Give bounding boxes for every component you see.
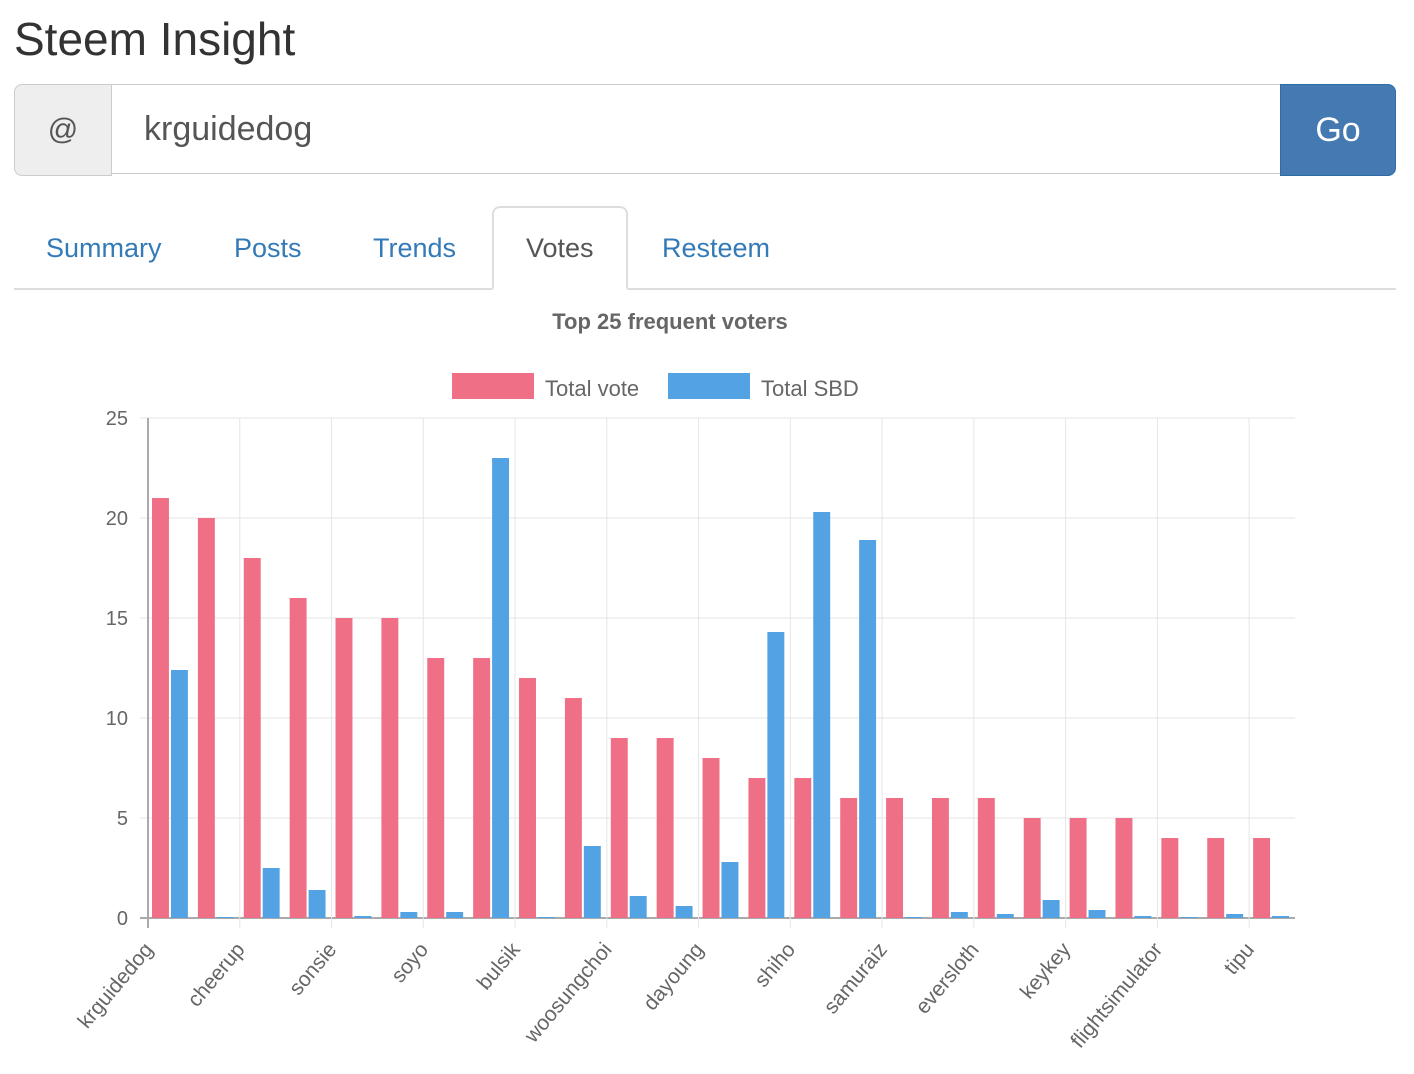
y-tick-label: 25 (106, 408, 128, 430)
bar-total-sbd[interactable] (950, 912, 968, 918)
bar-total-sbd[interactable] (446, 912, 464, 918)
y-tick-label: 5 (117, 808, 128, 830)
tab-summary[interactable]: Summary (46, 232, 162, 263)
bar-total-vote[interactable] (1115, 818, 1133, 918)
x-tick-label: flightsimulator (1066, 938, 1167, 1052)
at-prefix: @ (14, 84, 112, 176)
bar-total-sbd[interactable] (170, 670, 188, 918)
bar-total-sbd[interactable] (400, 912, 418, 918)
bar-total-vote[interactable] (977, 798, 995, 918)
bar-total-sbd[interactable] (905, 917, 922, 918)
account-search: @ krguidedog Go (14, 84, 1396, 176)
bar-total-sbd[interactable] (1272, 916, 1289, 918)
tab-resteem[interactable]: Resteem (662, 232, 771, 263)
legend-swatch-total-sbd (668, 373, 750, 399)
bar-total-vote[interactable] (840, 798, 858, 918)
bar-total-vote[interactable] (656, 738, 674, 918)
bar-total-sbd[interactable] (492, 458, 510, 918)
bar-total-vote[interactable] (886, 798, 904, 918)
bar-total-sbd[interactable] (262, 868, 280, 918)
x-tick-label: cheerup (183, 938, 249, 1011)
bar-total-sbd[interactable] (721, 862, 739, 918)
bar-total-vote[interactable] (748, 778, 766, 918)
bar-total-sbd[interactable] (354, 916, 372, 918)
bar-total-sbd[interactable] (308, 890, 326, 918)
legend-label-total-vote[interactable]: Total vote (545, 376, 639, 401)
bar-total-sbd[interactable] (767, 632, 785, 918)
bar-total-vote[interactable] (381, 618, 399, 918)
bar-total-sbd[interactable] (1226, 914, 1244, 918)
y-tick-label: 0 (117, 908, 128, 930)
tab-trends[interactable]: Trends (373, 232, 457, 263)
x-tick-label: dayoung (639, 938, 708, 1015)
x-tick-label: soyo (387, 938, 433, 987)
bar-total-sbd[interactable] (675, 906, 693, 918)
x-tick-label: eversloth (911, 938, 983, 1018)
tab-bar: Summary Posts Trends Votes Resteem (14, 206, 1396, 290)
legend-swatch-total-vote (452, 373, 534, 399)
go-button[interactable]: Go (1280, 84, 1396, 176)
bar-total-vote[interactable] (1207, 838, 1225, 918)
y-tick-label: 15 (106, 608, 128, 630)
bar-total-sbd[interactable] (629, 896, 647, 918)
bar-total-vote[interactable] (1161, 838, 1179, 918)
x-tick-label: tipu (1220, 938, 1259, 979)
bar-total-vote[interactable] (931, 798, 949, 918)
bar-total-vote[interactable] (519, 678, 536, 918)
bar-total-sbd[interactable] (1088, 910, 1106, 918)
bar-total-vote[interactable] (243, 558, 261, 918)
bar-total-sbd[interactable] (1180, 917, 1198, 918)
tab-posts[interactable]: Posts (234, 232, 302, 263)
x-tick-label: keykey (1016, 938, 1076, 1003)
y-tick-label: 20 (106, 508, 128, 530)
bar-total-vote[interactable] (289, 598, 307, 918)
bar-total-sbd[interactable] (813, 512, 831, 918)
bar-total-vote[interactable] (197, 518, 215, 918)
bar-total-sbd[interactable] (996, 914, 1014, 918)
bar-total-vote[interactable] (152, 498, 169, 918)
bar-total-sbd[interactable] (1042, 900, 1060, 918)
bar-total-sbd[interactable] (537, 917, 555, 918)
bar-total-vote[interactable] (564, 698, 582, 918)
bar-total-vote[interactable] (1253, 838, 1271, 918)
tab-votes[interactable]: Votes (492, 206, 628, 290)
bar-total-vote[interactable] (794, 778, 812, 918)
bar-total-vote[interactable] (702, 758, 720, 918)
account-input[interactable]: krguidedog (112, 84, 1280, 174)
x-tick-label: krguidedog (73, 938, 157, 1032)
bar-total-vote[interactable] (610, 738, 628, 918)
bar-total-sbd[interactable] (1134, 916, 1152, 918)
x-tick-label: bulsik (473, 938, 525, 994)
bar-total-vote[interactable] (1069, 818, 1087, 918)
y-tick-label: 10 (106, 708, 128, 730)
legend-label-total-sbd[interactable]: Total SBD (761, 376, 859, 401)
bar-total-vote[interactable] (335, 618, 353, 918)
x-tick-label: sonsie (285, 938, 342, 999)
bar-total-vote[interactable] (427, 658, 445, 918)
bar-total-vote[interactable] (1023, 818, 1041, 918)
x-tick-label: samuraiz (820, 938, 892, 1018)
bar-total-sbd[interactable] (859, 540, 877, 918)
x-tick-label: shiho (750, 938, 800, 991)
bar-total-sbd[interactable] (216, 917, 234, 918)
bar-total-sbd[interactable] (583, 846, 601, 918)
app-title: Steem Insight (14, 13, 296, 65)
bar-total-vote[interactable] (473, 658, 491, 918)
chart-title: Top 25 frequent voters (552, 309, 788, 334)
x-tick-label: woosungchoi (520, 938, 617, 1047)
